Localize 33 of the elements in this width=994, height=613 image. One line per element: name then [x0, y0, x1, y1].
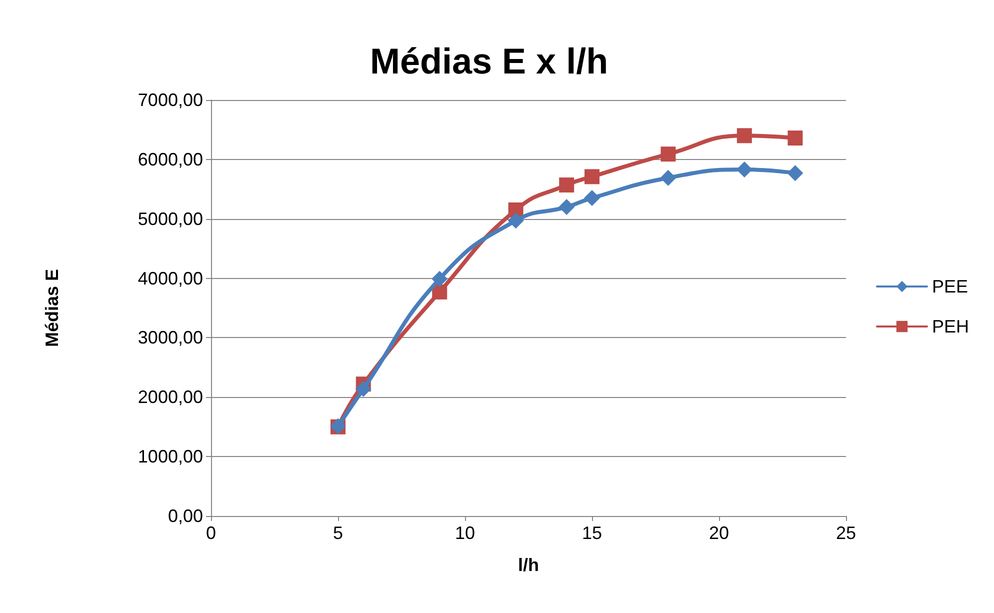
x-tick-label: 0 [206, 523, 216, 543]
y-tick-label: 5000,00 [138, 208, 203, 229]
x-tick-label: 5 [332, 523, 344, 543]
x-axis-title: l/h [518, 555, 539, 575]
x-tick-label: 20 [708, 523, 730, 543]
chart-title: Médias E x l/h [370, 40, 608, 82]
point [736, 128, 752, 144]
x-tick-label: 10 [454, 523, 476, 543]
x-tick-label: 15 [582, 523, 602, 543]
y-axis-title: Médias E [42, 268, 62, 348]
y-tick-label: 3000,00 [138, 328, 203, 348]
y-tick-label: 4000,00 [138, 268, 203, 288]
point [736, 162, 752, 178]
point [558, 198, 575, 215]
y-tick-label: 2000,00 [138, 387, 203, 408]
point [432, 270, 448, 287]
point [788, 130, 803, 146]
point [355, 380, 372, 397]
legend-label: PEH [932, 316, 970, 336]
y-tick-label: 1000,00 [138, 446, 203, 467]
point [584, 190, 600, 206]
point [432, 284, 448, 300]
point [584, 169, 600, 184]
y-tick-label: 7000,00 [138, 90, 203, 110]
point [660, 170, 676, 186]
y-tick-label: 0,00 [168, 506, 203, 526]
point [787, 165, 804, 182]
point [508, 212, 524, 229]
x-tick-label: 25 [836, 523, 856, 543]
point [660, 146, 676, 162]
legend-label: PEE [932, 276, 968, 296]
point [559, 177, 574, 192]
y-tick-label: 6000,00 [138, 149, 203, 170]
